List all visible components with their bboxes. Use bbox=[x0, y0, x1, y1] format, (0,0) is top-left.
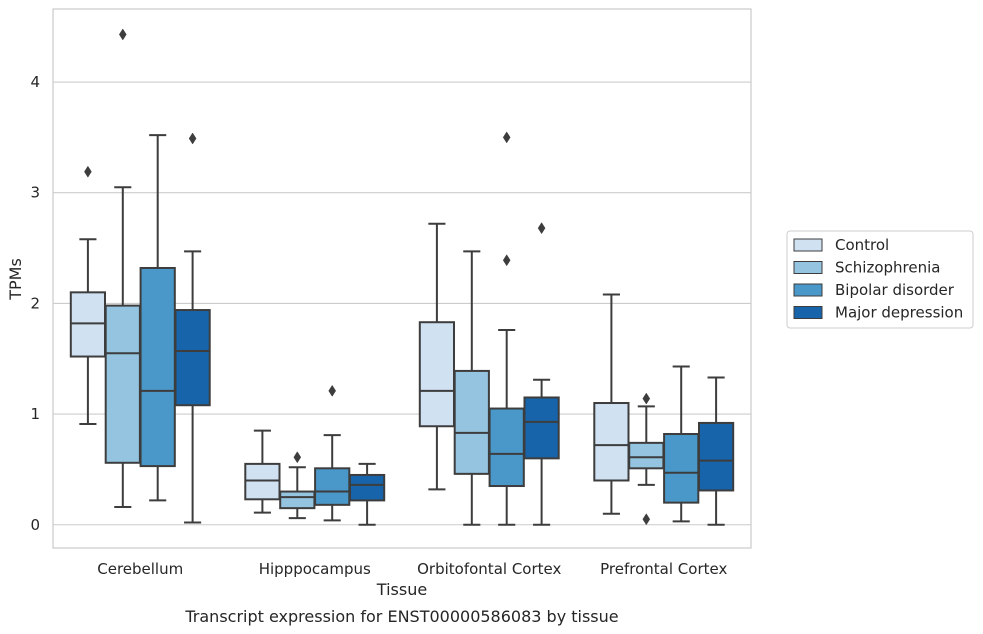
box-plot bbox=[69, 165, 107, 426]
y-tick-label: 2 bbox=[30, 294, 40, 312]
box-iqr bbox=[453, 369, 490, 475]
box-plot bbox=[314, 384, 351, 522]
box-iqr bbox=[348, 473, 386, 502]
category-group bbox=[418, 131, 560, 526]
y-axis-ticks: 0 1 2 3 4 bbox=[30, 73, 40, 534]
box-iqr bbox=[244, 462, 281, 501]
box-iqr bbox=[418, 321, 456, 428]
legend: Control Schizophrenia Bipolar disorder Majo… bbox=[786, 230, 974, 329]
box-iqr bbox=[663, 433, 700, 504]
x-tick-label: Cerebellum bbox=[97, 560, 183, 578]
legend-frame bbox=[786, 230, 974, 329]
chart-caption: Transcript expression for ENST0000058608… bbox=[184, 607, 618, 626]
box-plot bbox=[697, 376, 735, 526]
box-iqr bbox=[174, 309, 211, 407]
box-plot bbox=[139, 134, 176, 502]
box-iqr bbox=[69, 291, 107, 358]
legend-label: Schizophrenia bbox=[835, 259, 940, 277]
box-plot bbox=[453, 250, 490, 526]
box-plot bbox=[593, 293, 630, 515]
box-iqr bbox=[697, 421, 735, 492]
box-plot bbox=[418, 222, 456, 491]
outlier-point bbox=[119, 28, 127, 41]
box-plot bbox=[174, 132, 211, 524]
outlier-point bbox=[537, 222, 546, 235]
y-tick-label: 1 bbox=[30, 405, 40, 423]
box-iqr bbox=[488, 407, 525, 488]
box-plot bbox=[628, 392, 665, 526]
box-iqr bbox=[628, 441, 665, 470]
outlier-point bbox=[84, 165, 92, 178]
outlier-point bbox=[502, 254, 511, 267]
box-iqr bbox=[593, 402, 630, 482]
box-plot bbox=[348, 462, 386, 526]
y-axis-label: TPMs bbox=[6, 258, 25, 301]
legend-swatch bbox=[793, 306, 823, 319]
category-group bbox=[69, 28, 211, 524]
legend-items: Control Schizophrenia Bipolar disorder Majo… bbox=[793, 236, 963, 322]
box-iqr bbox=[104, 304, 141, 464]
x-tick-label: Hipppocampus bbox=[259, 560, 371, 578]
box-iqr bbox=[139, 266, 176, 468]
box-plot bbox=[663, 365, 700, 523]
x-axis-label: Tissue bbox=[376, 580, 427, 599]
legend-label: Major depression bbox=[835, 304, 963, 322]
y-tick-label: 0 bbox=[30, 516, 40, 534]
box-iqr bbox=[314, 467, 351, 506]
outlier-point bbox=[642, 513, 651, 526]
plot-frame bbox=[52, 8, 752, 549]
box-groups bbox=[69, 28, 735, 526]
box-plot bbox=[104, 28, 141, 509]
box-plot bbox=[244, 429, 281, 514]
outlier-point bbox=[502, 131, 511, 144]
legend-swatch bbox=[793, 238, 823, 252]
outlier-point bbox=[642, 392, 651, 405]
box-plot bbox=[523, 222, 560, 526]
legend-swatch bbox=[793, 261, 823, 274]
legend-label: Bipolar disorder bbox=[835, 281, 955, 299]
x-tick-label: Prefrontal Cortex bbox=[600, 560, 727, 578]
outlier-point bbox=[328, 384, 336, 397]
category-group bbox=[244, 384, 386, 526]
box-iqr bbox=[279, 490, 316, 510]
x-axis-ticks: Cerebellum Hipppocampus Orbitofontal Corte… bbox=[97, 560, 727, 578]
box-iqr bbox=[523, 396, 560, 460]
legend-swatch bbox=[793, 283, 823, 297]
legend-label: Control bbox=[835, 236, 889, 254]
y-tick-label: 3 bbox=[30, 184, 40, 202]
category-group bbox=[593, 293, 735, 526]
box-plot bbox=[488, 131, 525, 526]
outlier-point bbox=[293, 451, 302, 464]
outlier-point bbox=[188, 132, 197, 145]
y-tick-label: 4 bbox=[30, 73, 40, 91]
x-tick-label: Orbitofontal Cortex bbox=[417, 560, 561, 578]
